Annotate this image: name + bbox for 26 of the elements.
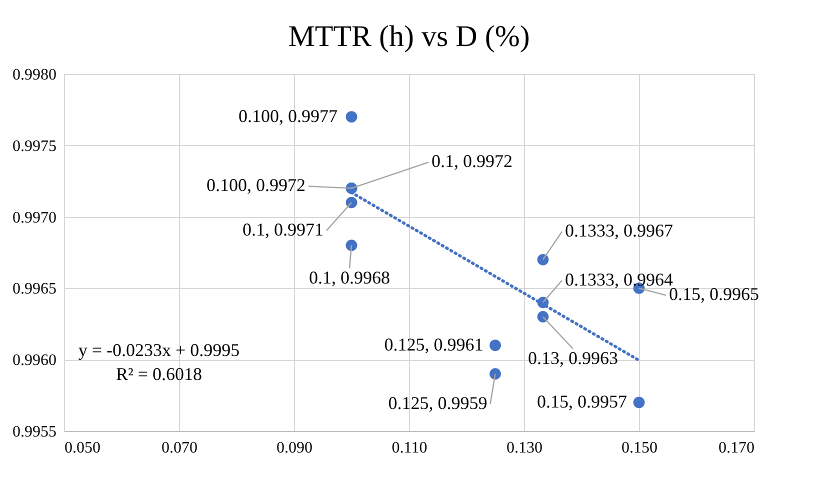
y-tick-label: 0.9970 [12, 209, 56, 226]
data-label: 0.125, 0.9959 [388, 392, 488, 413]
chart-title: MTTR (h) vs D (%) [288, 20, 530, 53]
data-label: 0.1333, 0.9967 [564, 220, 673, 241]
annotation: R² = 0.6018 [116, 364, 202, 384]
y-tick-label: 0.9975 [12, 138, 56, 155]
x-tick-label: 0.070 [162, 440, 198, 456]
x-tick-label: 0.090 [276, 440, 312, 456]
data-label: 0.15, 0.9957 [537, 391, 627, 412]
x-tick-label: 0.170 [718, 440, 754, 456]
data-label: 0.100, 0.9972 [206, 175, 306, 196]
y-tick-label: 0.9980 [12, 66, 56, 84]
y-tick-label: 0.9965 [12, 280, 56, 298]
y-tick-label: 0.9960 [12, 352, 56, 370]
data-label: 0.1, 0.9968 [309, 267, 390, 288]
x-tick-label: 0.110 [392, 440, 428, 456]
x-tick-label: 0.150 [622, 440, 658, 456]
annotation: y = -0.0233x + 0.9995 [78, 340, 240, 360]
x-tick-label: 0.130 [506, 440, 542, 456]
data-label: 0.1, 0.9971 [242, 220, 324, 240]
data-label: 0.13, 0.9963 [528, 348, 618, 368]
y-tick-label: 0.9955 [12, 424, 56, 440]
data-label: 0.125, 0.9961 [384, 334, 484, 354]
data-label: 0.1, 0.9972 [432, 151, 512, 172]
data-label: 0.100, 0.9977 [238, 106, 338, 126]
x-tick-label: 0.050 [64, 440, 100, 456]
